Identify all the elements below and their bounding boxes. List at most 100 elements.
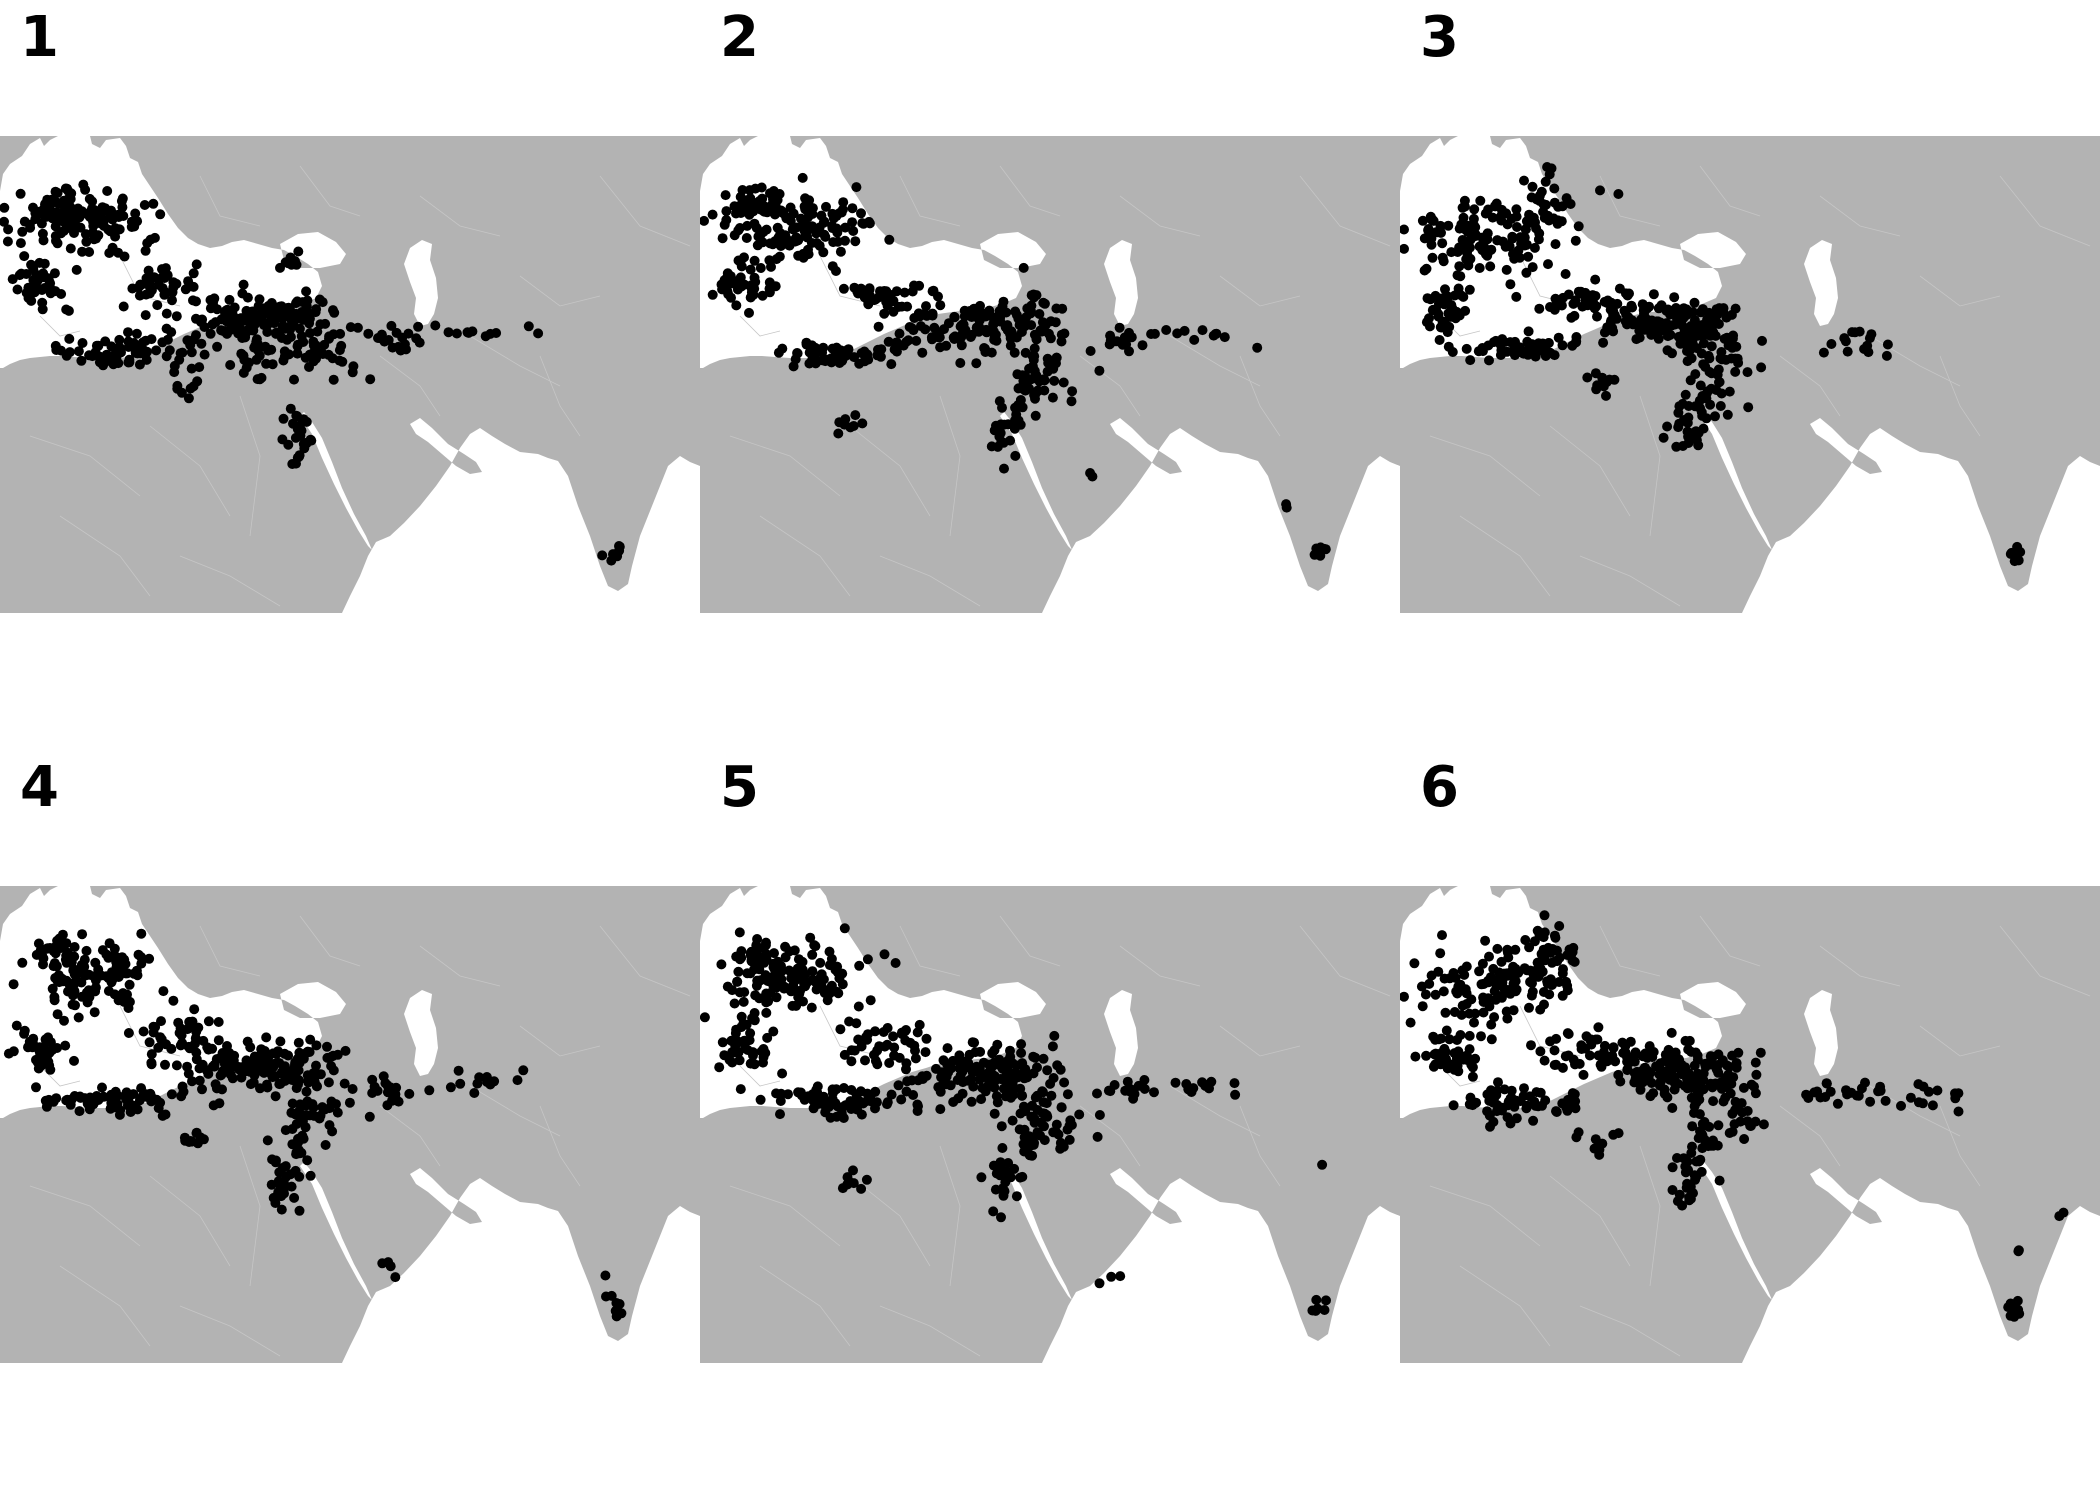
border-line xyxy=(59,515,151,597)
site-point xyxy=(1026,300,1037,311)
site-point xyxy=(19,1028,30,1039)
site-point xyxy=(199,349,210,360)
site-point xyxy=(187,1076,197,1087)
site-point xyxy=(224,294,235,305)
site-point xyxy=(1475,195,1486,206)
site-point xyxy=(1486,1034,1497,1045)
site-point xyxy=(1085,346,1096,356)
site-point xyxy=(1705,330,1716,341)
site-point xyxy=(1566,312,1577,323)
site-point xyxy=(1485,261,1496,272)
site-point xyxy=(837,979,848,990)
border-line xyxy=(999,165,1061,217)
site-point xyxy=(194,362,205,373)
border-line xyxy=(1779,1105,1841,1167)
site-point xyxy=(61,214,72,225)
site-point xyxy=(1483,975,1494,986)
site-point xyxy=(1474,966,1485,977)
site-point xyxy=(1745,1120,1756,1131)
border-line xyxy=(1459,1265,1551,1347)
site-point xyxy=(146,1096,157,1107)
site-point xyxy=(161,308,172,319)
site-point xyxy=(884,1058,895,1068)
site-point xyxy=(201,1065,212,1076)
site-point xyxy=(1676,1069,1687,1080)
border-line xyxy=(1699,915,1761,967)
site-point xyxy=(800,981,811,992)
site-point xyxy=(1133,1080,1144,1091)
site-point xyxy=(62,1094,73,1105)
site-point xyxy=(83,985,94,996)
site-point xyxy=(882,1099,892,1110)
site-point xyxy=(851,182,862,193)
site-point xyxy=(38,953,49,964)
site-point xyxy=(773,238,784,249)
site-point xyxy=(831,986,842,997)
site-point xyxy=(100,203,111,214)
site-point xyxy=(89,234,100,245)
site-point xyxy=(291,308,302,319)
site-point xyxy=(168,995,179,1006)
site-point xyxy=(327,353,338,364)
site-point xyxy=(17,226,28,237)
site-point xyxy=(1161,325,1172,335)
site-point xyxy=(160,1109,171,1120)
site-point xyxy=(58,207,69,218)
site-point xyxy=(1622,290,1633,301)
site-point xyxy=(80,184,91,195)
site-point xyxy=(106,341,117,352)
site-point xyxy=(71,264,82,275)
site-point xyxy=(1535,1046,1546,1057)
site-point xyxy=(725,271,736,282)
site-point xyxy=(63,305,74,316)
site-point xyxy=(1210,329,1221,339)
site-point xyxy=(52,238,63,249)
site-point xyxy=(1490,335,1501,346)
site-point xyxy=(915,321,926,332)
site-point xyxy=(768,980,779,991)
site-point xyxy=(104,938,115,949)
site-point xyxy=(748,1047,758,1058)
site-point xyxy=(367,1074,378,1085)
site-point xyxy=(902,1076,913,1087)
site-point xyxy=(1417,215,1428,226)
site-point xyxy=(1554,921,1565,931)
site-point xyxy=(788,980,799,991)
site-point xyxy=(1527,181,1538,192)
site-point xyxy=(774,189,785,199)
site-point xyxy=(891,346,902,357)
site-point xyxy=(1030,393,1040,404)
site-point xyxy=(1488,963,1499,974)
site-point xyxy=(1721,354,1731,365)
site-points xyxy=(0,179,625,566)
site-point xyxy=(1714,377,1725,387)
site-point xyxy=(1035,325,1046,336)
site-point xyxy=(1534,930,1545,941)
site-point xyxy=(1542,210,1553,221)
site-point xyxy=(935,300,946,311)
site-point xyxy=(337,356,348,367)
site-point xyxy=(69,942,80,952)
site-point xyxy=(1469,204,1480,215)
site-point xyxy=(735,1084,746,1095)
site-point xyxy=(1529,242,1540,253)
border-line xyxy=(1219,1025,1301,1057)
site-point xyxy=(840,235,850,246)
site-point xyxy=(171,278,182,289)
site-point xyxy=(279,321,290,332)
border-line xyxy=(1919,1025,2001,1057)
site-point xyxy=(989,1108,1000,1119)
site-point xyxy=(734,927,745,938)
site-point xyxy=(286,1107,297,1118)
site-point xyxy=(212,341,223,352)
site-point xyxy=(469,1088,480,1098)
site-point xyxy=(1487,212,1498,223)
site-point xyxy=(1505,279,1516,290)
site-point xyxy=(776,205,787,216)
site-point xyxy=(810,342,821,353)
map-6 xyxy=(1400,886,2100,1363)
site-point xyxy=(489,1076,500,1087)
site-point xyxy=(1722,1060,1733,1071)
site-point xyxy=(1519,240,1530,251)
site-point xyxy=(1711,309,1722,320)
